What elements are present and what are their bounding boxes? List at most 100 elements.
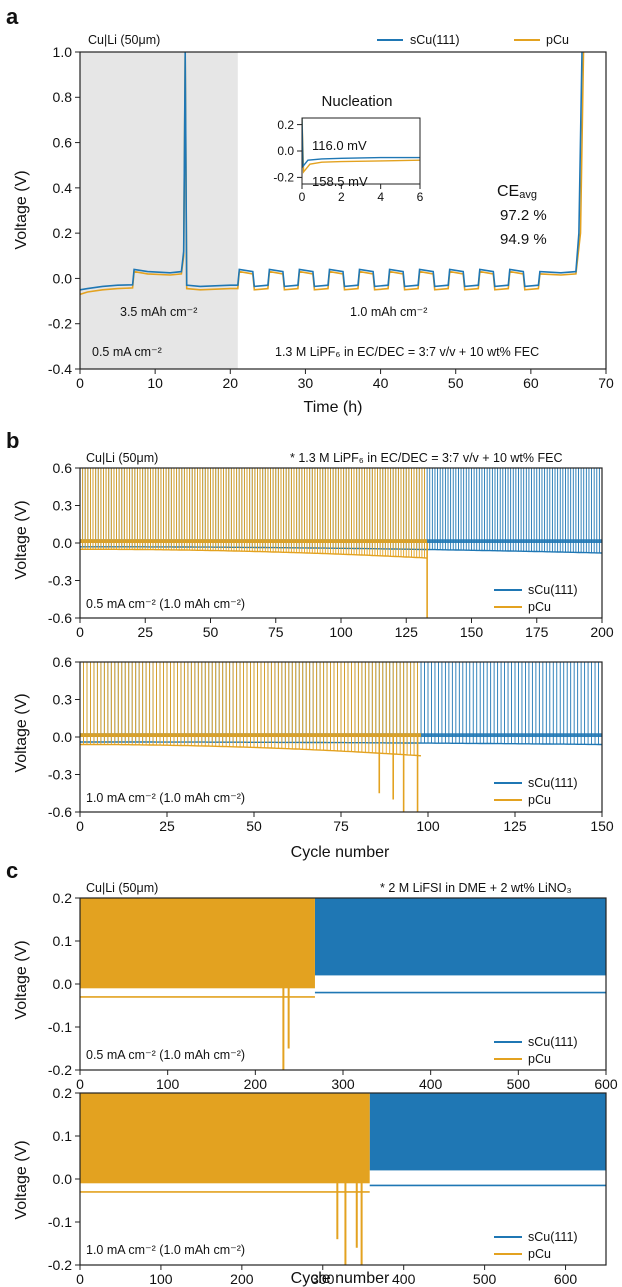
- panel-a-cap1-label: 3.5 mAh cm⁻²: [120, 305, 197, 319]
- legend-pCu-label: pCu: [528, 1052, 551, 1066]
- y-tick-label: 0.4: [53, 180, 73, 196]
- x-tick-label: 175: [525, 624, 549, 640]
- panel-b-bottom-current-label: 1.0 mA cm⁻² (1.0 mAh cm⁻²): [86, 791, 245, 805]
- x-tick-label: 100: [329, 624, 353, 640]
- x-tick-label: 4: [377, 190, 384, 204]
- y-tick-label: 0.3: [53, 497, 73, 513]
- panel-a-cap2-label: 1.0 mAh cm⁻²: [350, 305, 427, 319]
- x-tick-label: 25: [137, 624, 153, 640]
- x-tick-label: 0: [76, 818, 84, 834]
- x-tick-label: 400: [392, 1271, 416, 1287]
- x-tick-label: 0: [76, 1076, 84, 1092]
- panel-letter-c: c: [6, 858, 18, 883]
- x-tick-label: 100: [416, 818, 440, 834]
- y-tick-label: 0.2: [53, 890, 73, 906]
- x-tick-label: 200: [244, 1076, 268, 1092]
- panel-b-bottom-chart: 0 25 50 75 100 125 150 -0.6 -0.3 0.0 0.3 0.6 Cycle …: [13, 654, 614, 861]
- y-tick-label: -0.6: [48, 804, 72, 820]
- panel-b-xlabel: Cycle number: [291, 844, 390, 861]
- panel-b-top-current-label: 0.5 mA cm⁻² (1.0 mAh cm⁻²): [86, 597, 245, 611]
- panel-c-cell-label: Cu|Li (50μm): [86, 881, 158, 895]
- x-tick-label: 40: [373, 375, 389, 391]
- inset-label-sCu: 116.0 mV: [312, 138, 367, 153]
- x-tick-label: 50: [246, 818, 262, 834]
- x-tick-label: 30: [298, 375, 314, 391]
- x-tick-label: 600: [554, 1271, 578, 1287]
- panel-c-bottom-chart: 0 100 200 300 400 500 600 -0.2 -0.1 0.0 0.1 0.2 Cyc…: [13, 1085, 606, 1287]
- panel-c-bottom-legend: sCu(111) pCu: [494, 1230, 578, 1261]
- y-tick-label: 0.0: [277, 144, 294, 158]
- panel-a-cell-label: Cu|Li (50μm): [88, 33, 160, 47]
- panel-c-top-current-label: 0.5 mA cm⁻² (1.0 mAh cm⁻²): [86, 1048, 245, 1062]
- y-tick-label: -0.1: [48, 1214, 72, 1230]
- legend-sCu-label: sCu(111): [528, 1035, 578, 1049]
- legend-sCu-label: sCu(111): [410, 33, 460, 47]
- panel-a-current-label: 0.5 mA cm⁻²: [92, 345, 162, 359]
- y-tick-label: -0.3: [48, 766, 72, 782]
- x-tick-label: 75: [333, 818, 349, 834]
- legend-pCu-label: pCu: [528, 1247, 551, 1261]
- x-tick-label: 400: [419, 1076, 443, 1092]
- panel-a-ylabel: Voltage (V): [13, 170, 30, 249]
- pCu-dense-region: [80, 1093, 370, 1183]
- ce-title: CEavg: [497, 183, 537, 201]
- legend-pCu-label: pCu: [528, 793, 551, 807]
- x-tick-label: 75: [268, 624, 284, 640]
- x-tick-label: 100: [149, 1271, 173, 1287]
- x-tick-label: 0: [76, 1271, 84, 1287]
- x-tick-label: 0: [299, 190, 306, 204]
- panel-c-xlabel: Cycle number: [291, 1270, 390, 1287]
- x-tick-label: 60: [523, 375, 539, 391]
- x-tick-label: 200: [590, 624, 614, 640]
- y-tick-label: 0.1: [53, 933, 73, 949]
- legend-pCu-label: pCu: [528, 600, 551, 614]
- y-tick-label: -0.3: [48, 572, 72, 588]
- x-tick-label: 2: [338, 190, 345, 204]
- panel-c-top-ylabel: Voltage (V): [13, 940, 30, 1019]
- panel-b-bottom-ylabel: Voltage (V): [13, 693, 30, 772]
- ce-pCu-value: 94.9 %: [500, 231, 547, 248]
- y-tick-label: -0.2: [48, 1257, 72, 1273]
- strip-band-pCu: [80, 539, 427, 543]
- y-tick-label: 0.1: [53, 1128, 73, 1144]
- y-tick-label: -0.4: [48, 361, 72, 377]
- legend-sCu-label: sCu(111): [528, 1230, 578, 1244]
- y-tick-label: 0.0: [53, 535, 73, 551]
- ce-sCu-value: 97.2 %: [500, 207, 547, 224]
- y-tick-label: 0.2: [53, 1085, 73, 1101]
- strip-band-pCu: [80, 733, 421, 737]
- panel-b-cell-label: Cu|Li (50μm): [86, 451, 158, 465]
- x-tick-label: 300: [331, 1076, 355, 1092]
- panel-b-top-chart: 0 25 50 75 100 125 150 175 200-0.6-0.30.00.30.6 …: [13, 451, 614, 640]
- x-tick-label: 200: [230, 1271, 254, 1287]
- y-tick-label: -0.1: [48, 1019, 72, 1035]
- y-tick-label: 0.0: [53, 1171, 73, 1187]
- y-tick-label: 0.2: [53, 225, 73, 241]
- x-tick-label: 500: [507, 1076, 531, 1092]
- x-tick-label: 600: [594, 1076, 618, 1092]
- y-tick-label: 0.6: [53, 654, 73, 670]
- legend-pCu-label: pCu: [546, 33, 569, 47]
- panel-a-chart: 0 10 20 30 40 50 60 70-0.4-0.20.00.20.40.60.81.…: [13, 33, 614, 416]
- x-tick-label: 150: [590, 818, 614, 834]
- panel-letter-a: a: [6, 4, 19, 29]
- inset-label-pCu: 158.5 mV: [312, 174, 368, 189]
- x-tick-label: 50: [448, 375, 464, 391]
- x-tick-label: 70: [598, 375, 614, 391]
- sCu-dense-region: [370, 1093, 606, 1170]
- inset-title: Nucleation: [322, 93, 393, 110]
- y-tick-label: 0.0: [53, 270, 73, 286]
- panel-a-ce-block: CEavg 97.2 % 94.9 %: [497, 183, 547, 248]
- legend-sCu-label: sCu(111): [528, 583, 578, 597]
- panel-c-bottom-ylabel: Voltage (V): [13, 1140, 30, 1219]
- x-tick-label: 150: [460, 624, 484, 640]
- y-tick-label: 0.6: [53, 134, 73, 150]
- panel-b-bottom-legend: sCu(111) pCu: [494, 776, 578, 807]
- y-tick-label: 0.2: [277, 118, 294, 132]
- y-tick-label: -0.6: [48, 610, 72, 626]
- x-tick-label: 0: [76, 375, 84, 391]
- sCu-dense-region: [315, 898, 606, 975]
- x-tick-label: 500: [473, 1271, 497, 1287]
